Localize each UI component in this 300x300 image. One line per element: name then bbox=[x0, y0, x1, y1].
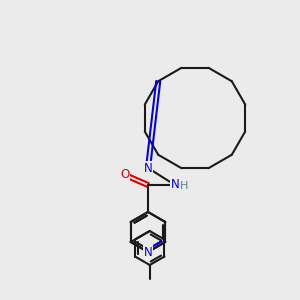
Text: N: N bbox=[171, 178, 179, 191]
Text: N: N bbox=[144, 161, 152, 175]
Text: O: O bbox=[120, 169, 130, 182]
Text: N: N bbox=[144, 245, 152, 259]
Text: H: H bbox=[180, 181, 188, 191]
